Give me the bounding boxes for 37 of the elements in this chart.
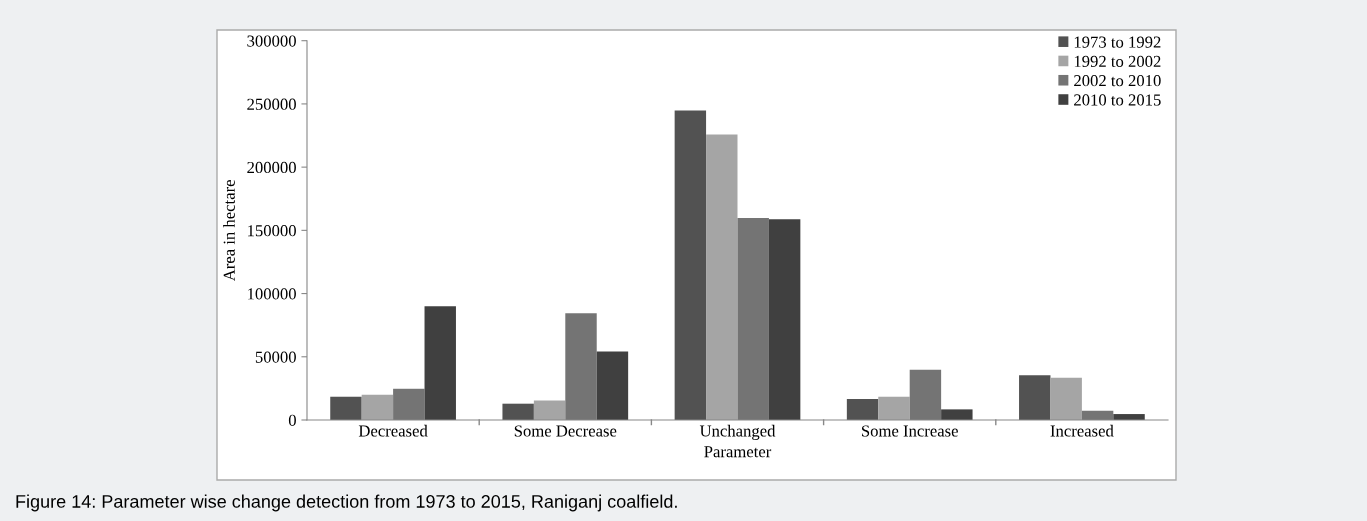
bar	[361, 394, 394, 420]
bar	[565, 313, 597, 420]
y-tick-label: 250000	[247, 98, 296, 110]
x-axis-title: Parameter	[704, 446, 772, 458]
bar	[878, 396, 910, 420]
legend-label: 2002 to 2010	[1074, 75, 1161, 87]
bar	[393, 388, 425, 420]
x-tick-label: Some Increase	[861, 425, 958, 437]
bar	[768, 219, 801, 420]
y-tick-label: 300000	[247, 35, 296, 47]
x-tick-label: Increased	[1050, 424, 1114, 437]
bar	[706, 134, 738, 420]
x-tick-label: Some Decrease	[514, 425, 617, 437]
y-tick-label: 150000	[248, 225, 296, 237]
bar	[1050, 377, 1082, 420]
bar	[846, 399, 879, 420]
bar	[909, 369, 942, 420]
legend-label: 2010 to 2015	[1074, 94, 1161, 106]
y-axis-title: Area in hectare	[223, 180, 235, 282]
bar	[596, 351, 629, 420]
bar	[330, 396, 362, 420]
legend-label: 1973 to 1992	[1074, 36, 1161, 48]
bar	[674, 110, 707, 420]
x-tick-label: Decreased	[358, 424, 428, 437]
bar	[502, 403, 534, 420]
bar	[737, 218, 769, 420]
legend-label: 1992 to 2002	[1074, 55, 1161, 67]
bar	[533, 400, 566, 420]
x-tick-label: Unchanged	[699, 424, 776, 441]
y-tick-label: 0	[288, 414, 296, 426]
y-tick-label: 200000	[247, 161, 296, 174]
y-tick-label: 50000	[255, 351, 296, 363]
bar	[941, 409, 973, 420]
caption: Figure 14: Parameter wise change detection from 1973 to 2015, Raniganj coalfield.	[16, 494, 677, 512]
bar	[1019, 375, 1051, 420]
bar	[424, 306, 456, 420]
y-tick-label: 100000	[248, 288, 296, 300]
